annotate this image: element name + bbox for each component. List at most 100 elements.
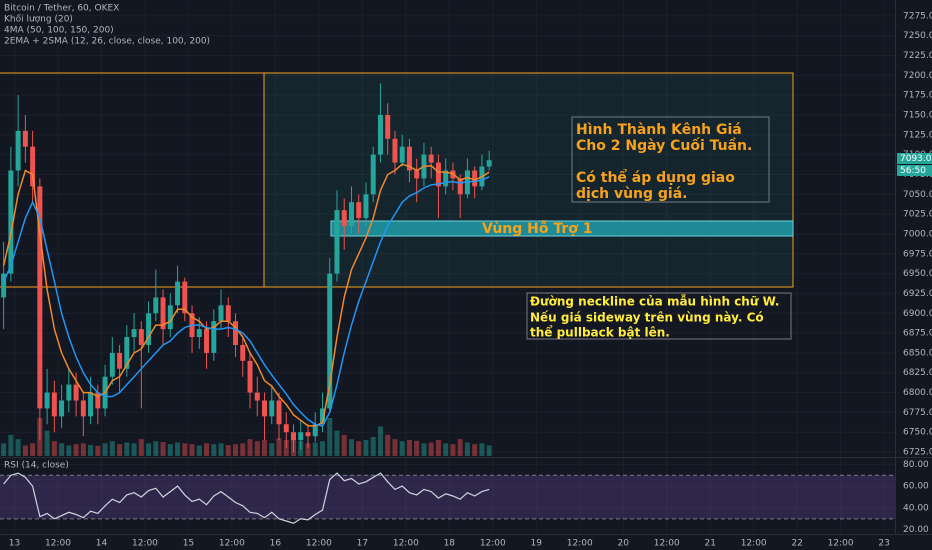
indicator-label: Khối lượng (20) [4, 14, 73, 25]
y-tick-label: 7050.00 [903, 190, 932, 200]
candle-body [30, 146, 36, 187]
x-tick-label: 21 [704, 539, 715, 549]
y-tick-label: 7150.00 [903, 110, 932, 120]
volume-bar [167, 444, 173, 456]
volume-bar [428, 442, 434, 456]
rsi-band [0, 475, 895, 519]
y-tick-label: 6725.00 [903, 448, 932, 458]
volume-bar [312, 442, 318, 456]
candle-body [392, 138, 398, 163]
candle-body [182, 281, 188, 314]
candle-body [363, 194, 369, 219]
volume-bar [385, 434, 391, 456]
candle-body [341, 210, 347, 227]
candle-body [51, 392, 57, 417]
candle-body [464, 170, 470, 195]
candle-body [435, 162, 441, 187]
candle-body [80, 400, 86, 417]
candle-body [131, 329, 137, 338]
y-tick-label: 7200.00 [903, 71, 932, 81]
x-tick-label: 12:00 [219, 539, 245, 549]
volume-bar [8, 434, 14, 456]
volume-bar [182, 443, 188, 456]
candle-body [88, 392, 94, 417]
volume-bar [102, 443, 108, 456]
candle-body [399, 146, 405, 163]
x-tick-label: 12:00 [654, 539, 680, 549]
annotation: Nếu giá sideway trên vùng này. Có [530, 311, 764, 325]
candle-body [312, 424, 318, 437]
y-tick-label: 6900.00 [903, 309, 932, 319]
volume-bar [414, 440, 420, 456]
channel-box [263, 72, 794, 288]
candle-body [406, 146, 412, 171]
volume-bar [22, 445, 28, 456]
volume-bar [51, 441, 57, 456]
volume-bar [117, 444, 123, 456]
x-tick-label: 12:00 [741, 539, 767, 549]
candle-body [95, 392, 101, 409]
volume-bar [341, 434, 347, 456]
volume-bar [327, 418, 333, 456]
volume-bar [319, 441, 325, 456]
candle-body [117, 352, 123, 369]
x-tick-label: 16 [270, 539, 282, 549]
annotation: Cho 2 Ngày Cuối Tuần. [576, 137, 752, 154]
zone-label: Vùng Hỗ Trợ 1 [482, 220, 593, 237]
candle-body [59, 400, 65, 417]
candle-body [196, 329, 202, 338]
x-tick-label: 15 [183, 539, 194, 549]
y-tick-label: 6800.00 [903, 388, 932, 398]
volume-bar [305, 443, 311, 456]
candle-body [109, 352, 115, 377]
volume-bar [276, 438, 282, 456]
candle-body [305, 432, 311, 437]
volume-bar [406, 439, 412, 456]
y-tick-label: 60.00 [903, 482, 929, 492]
volume-bar [392, 439, 398, 456]
x-tick-label: 23 [878, 539, 889, 549]
candle-body [153, 297, 159, 314]
candle-body [44, 392, 50, 409]
volume-bar [1, 443, 7, 456]
y-tick-label: 7125.00 [903, 130, 932, 140]
candle-body [385, 114, 391, 139]
candle-body [160, 297, 166, 330]
indicator-label: 2EMA + 2SMA (12, 26, close, close, 100, … [4, 37, 210, 47]
volume-bar [66, 445, 72, 456]
candle-body [204, 329, 210, 353]
y-tick-label: 6925.00 [903, 289, 932, 299]
x-tick-label: 12:00 [828, 539, 854, 549]
y-tick-label: 7225.00 [903, 51, 932, 61]
price-tag: 7093.00 [900, 154, 932, 164]
volume-bar [421, 443, 427, 456]
volume-bar [15, 439, 21, 456]
indicator-line [2, 163, 490, 427]
volume-bar [189, 444, 195, 456]
support-zone [330, 220, 794, 237]
x-tick-label: 12:00 [306, 539, 332, 549]
volume-bar [377, 426, 383, 456]
y-tick-label: 40.00 [903, 503, 929, 513]
annotation: Có thể áp dụng giao [576, 169, 735, 186]
candle-body [211, 321, 217, 353]
volume-bar [124, 442, 130, 456]
volume-bar [472, 444, 478, 456]
candle-body [457, 178, 463, 195]
volume-bar [450, 444, 456, 456]
candle-body [15, 130, 21, 171]
volume-bar [435, 439, 441, 456]
y-tick-label: 6825.00 [903, 368, 932, 378]
y-tick-label: 6875.00 [903, 329, 932, 339]
volume-bar [399, 441, 405, 456]
volume-bar [204, 443, 210, 456]
annotation-box [571, 116, 770, 203]
volume-bar [160, 442, 166, 456]
candle-body [175, 281, 181, 306]
y-tick-label: 6950.00 [903, 269, 932, 279]
candle-body [276, 400, 282, 425]
candle-body [225, 305, 231, 322]
volume-bar [348, 439, 354, 456]
volume-bar [486, 445, 492, 456]
volume-bar [334, 430, 340, 456]
